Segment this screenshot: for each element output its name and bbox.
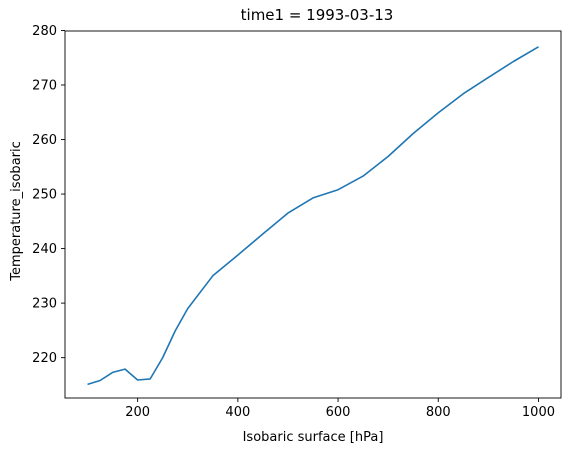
x-axis-label: Isobaric surface [hPa] <box>243 430 384 445</box>
y-axis-label: Temperature_isobaric <box>9 141 24 282</box>
x-tick-label: 600 <box>326 405 351 420</box>
x-tick-label: 1000 <box>522 405 555 420</box>
y-tick-label: 280 <box>32 24 57 39</box>
y-tick-label: 250 <box>32 188 57 203</box>
axes-frame <box>64 30 562 399</box>
y-tick-label: 260 <box>32 133 57 148</box>
y-tick-label: 230 <box>32 297 57 312</box>
series-line <box>87 46 539 386</box>
x-tick-label: 800 <box>426 405 451 420</box>
y-tick-label: 220 <box>32 351 57 366</box>
y-tick-label: 270 <box>32 78 57 93</box>
plot-area: 200 400 600 800 1000 220 230 240 250 260 270 280 <box>32 24 562 420</box>
x-tick-label: 400 <box>225 405 250 420</box>
y-tick-label: 240 <box>32 242 57 257</box>
x-tick-label: 200 <box>125 405 150 420</box>
chart-title: time1 = 1993-03-13 <box>241 6 394 24</box>
